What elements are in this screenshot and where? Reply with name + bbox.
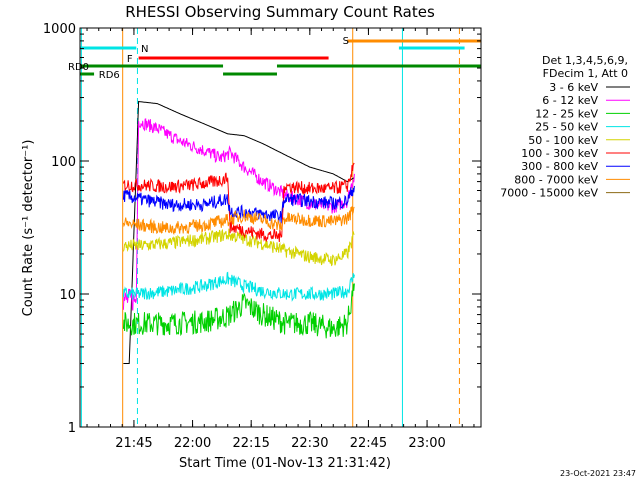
legend-label-5: 100 - 300 keV	[521, 147, 598, 160]
y-tick-label-1: 10	[59, 288, 76, 303]
x-axis-label: Start Time (01-Nov-13 21:31:42)	[179, 456, 391, 471]
series-line-2	[122, 283, 355, 339]
legend-header-line-1: Det 1,3,4,5,6,9,	[542, 54, 628, 67]
chart-title: RHESSI Observing Summary Count Rates	[125, 3, 435, 21]
series-line-3	[122, 271, 355, 302]
x-tick-label-2: 22:15	[232, 436, 269, 451]
y-tick-label-2: 100	[51, 155, 76, 170]
series-line-6	[122, 185, 355, 224]
flag-label-f: F	[127, 54, 133, 65]
plot-area: NF S RD0 RD6 21:45 22:00 22:15 22:30 22:45 23:00…	[43, 22, 482, 451]
flag-bars: NF S RD0 RD6	[68, 36, 481, 81]
y-tick-label-0: 1	[68, 421, 76, 436]
generated-timestamp: 23-Oct-2021 23:47	[560, 469, 636, 478]
legend-label-8: 7000 - 15000 keV	[500, 187, 598, 200]
y-tick-label-3: 1000	[43, 22, 76, 37]
legend-label-2: 12 - 25 keV	[535, 107, 598, 120]
x-axis-ticks: 21:45 22:00 22:15 22:30 22:45 23:00	[86, 28, 475, 451]
y-axis-ticks: 1 10 100 1000	[43, 22, 481, 436]
x-tick-label-0: 21:45	[115, 436, 152, 451]
flag-label-rd6: RD6	[99, 70, 120, 81]
flag-label-rd0: RD0	[68, 62, 89, 73]
flag-label-n: N	[141, 44, 148, 55]
legend-label-6: 300 - 800 keV	[521, 160, 598, 173]
series-line-1	[122, 118, 355, 311]
y-axis-label: Count Rate (s⁻¹ detector⁻¹)	[21, 140, 36, 317]
legend-header-line-2: FDecim 1, Att 0	[543, 67, 628, 80]
legend-label-0: 3 - 6 keV	[549, 81, 598, 94]
legend-label-3: 25 - 50 keV	[535, 121, 598, 134]
vertical-markers	[80, 28, 460, 427]
x-tick-label-4: 22:45	[350, 436, 387, 451]
x-tick-label-1: 22:00	[174, 436, 211, 451]
x-tick-label-5: 23:00	[408, 436, 445, 451]
legend-label-4: 50 - 100 keV	[528, 134, 598, 147]
series-line-4	[122, 228, 355, 267]
series-line-0	[123, 100, 355, 364]
x-tick-label-3: 22:30	[291, 436, 328, 451]
legend-label-7: 800 - 7000 keV	[514, 173, 598, 186]
series-line-7	[122, 206, 355, 236]
legend-label-1: 6 - 12 keV	[542, 94, 598, 107]
plot-frame	[79, 27, 482, 428]
flag-label-s: S	[343, 36, 349, 47]
legend: Det 1,3,4,5,6,9, FDecim 1, Att 0 3 - 6 k…	[500, 54, 630, 200]
series-line-5	[122, 162, 355, 243]
